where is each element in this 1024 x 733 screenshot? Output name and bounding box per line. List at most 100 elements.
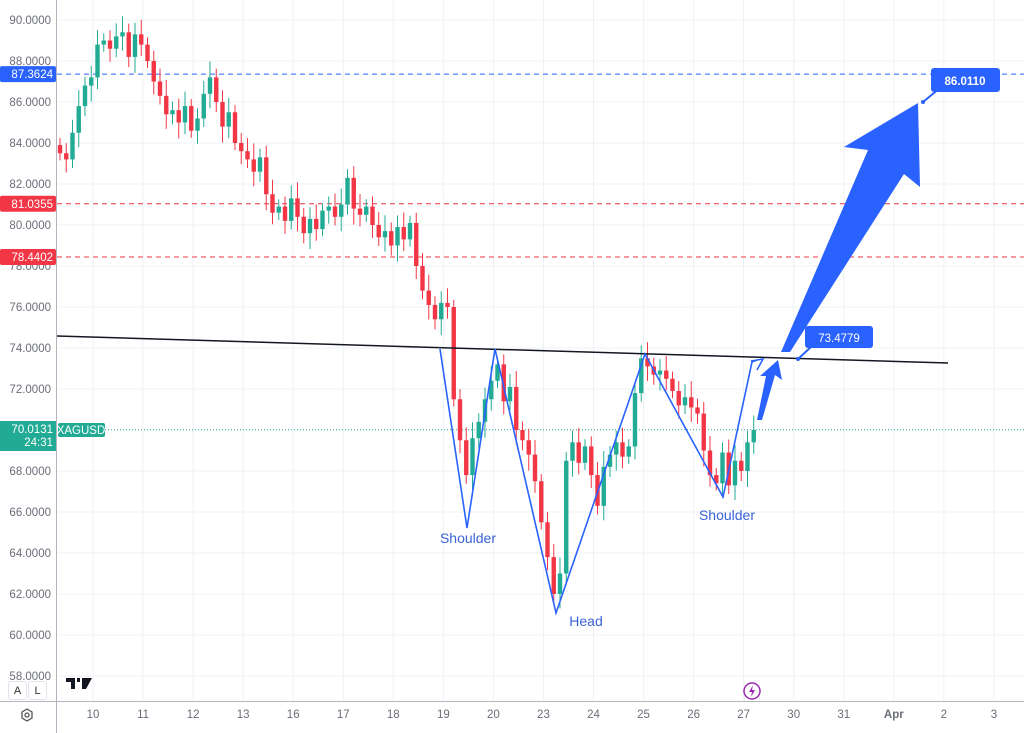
time-tick-label: 3	[991, 709, 997, 721]
candle-up	[382, 231, 388, 238]
candle-up	[120, 32, 125, 37]
candle-up	[326, 206, 331, 211]
time-tick-label: 16	[287, 709, 300, 721]
candle-up	[614, 442, 619, 455]
candle-up	[557, 573, 563, 594]
candle-up	[114, 36, 119, 49]
level-price-tag	[0, 248, 56, 265]
candle-up	[76, 106, 81, 133]
price-tick-label: 74.0000	[9, 343, 51, 355]
candle-down	[301, 216, 306, 234]
level-price-tag	[0, 66, 56, 83]
candle-down	[426, 290, 431, 305]
time-tick-label: 2	[941, 709, 947, 721]
candle-down	[151, 61, 156, 82]
candle-down	[314, 218, 319, 230]
candle-down	[664, 370, 669, 379]
candle-down	[164, 95, 169, 115]
candle-up	[170, 110, 175, 115]
candle-down	[526, 440, 531, 455]
candle-up	[101, 40, 106, 45]
candle-down	[414, 222, 419, 266]
candle-down	[670, 378, 675, 392]
candle-down	[126, 32, 131, 57]
target-label-73[interactable]: 73.4779	[796, 326, 873, 361]
target-label-86[interactable]: 86.0110	[921, 68, 1000, 104]
price-tick-label: 60.0000	[9, 630, 51, 642]
price-tick-label: 64.0000	[9, 548, 51, 560]
candle-up	[82, 85, 88, 107]
candle-up	[226, 112, 231, 127]
price-tick-label: 58.0000	[9, 671, 51, 683]
small-arrow-head	[750, 357, 765, 371]
candle-up	[407, 222, 413, 240]
tradingview-logo[interactable]	[66, 678, 92, 689]
candle-down	[332, 206, 338, 217]
time-tick-label: 26	[687, 709, 700, 721]
candle-up	[289, 198, 294, 221]
target-arrow-icon[interactable]	[781, 103, 920, 352]
candle-up	[470, 438, 475, 476]
time-axis[interactable]: 10 11 12 13 16 17 18 19 20 23 24 25 26 27 30 31 Apr 2 3	[87, 709, 998, 721]
grid	[57, 0, 1024, 701]
candle-down	[357, 208, 363, 215]
candle-down	[189, 106, 194, 131]
candle-down	[739, 460, 744, 471]
candle-down	[176, 110, 181, 123]
candle-down	[545, 522, 550, 558]
price-tick-label: 76.0000	[9, 302, 51, 314]
time-tick-label: 12	[187, 709, 200, 721]
level-price-label: 81.0355	[11, 199, 53, 211]
price-axis[interactable]: 90.0000 88.0000 86.0000 84.0000 82.0000 80.00…	[9, 15, 51, 683]
svg-text:73.4779: 73.4779	[818, 333, 860, 345]
candle-up	[195, 118, 200, 131]
time-tick-label: 30	[787, 709, 800, 721]
small-thick-arrow	[757, 360, 782, 420]
candle-down	[707, 450, 713, 476]
price-tick-label: 82.0000	[9, 179, 51, 191]
candle-down	[539, 481, 544, 523]
svg-text:86.0110: 86.0110	[945, 76, 986, 88]
candle-up	[339, 204, 344, 217]
price-tick-label: 62.0000	[9, 589, 51, 601]
candle-down	[445, 302, 450, 307]
candle-up	[201, 93, 206, 119]
candle-up	[745, 442, 750, 471]
candle-up	[257, 157, 263, 172]
candle-down	[451, 307, 456, 400]
symbol-tag: XAGUSD	[57, 425, 106, 437]
candle-down	[220, 102, 225, 127]
time-tick-label: 19	[437, 709, 450, 721]
lightning-icon[interactable]	[743, 682, 761, 700]
candle-down	[401, 227, 406, 240]
candle-up	[489, 380, 494, 400]
candle-up	[570, 442, 575, 461]
candle-down	[64, 153, 69, 160]
head-shoulders-pattern-line[interactable]	[439, 348, 758, 616]
auto-scale-button[interactable]: A	[8, 681, 27, 700]
candle-up	[89, 77, 94, 86]
candle-up	[476, 421, 481, 439]
candle-down	[589, 446, 594, 476]
candle-down	[57, 145, 63, 154]
time-tick-label: 18	[387, 709, 400, 721]
candle-up	[582, 446, 588, 463]
candle-down	[251, 159, 256, 172]
settings-gear-icon[interactable]	[21, 708, 33, 722]
price-tick-label: 90.0000	[9, 15, 51, 27]
candle-down	[214, 77, 219, 102]
candle-up	[751, 430, 756, 443]
price-tick-label: 88.0000	[9, 56, 51, 68]
price-tags: 87.3624 81.0355 78.4402	[0, 66, 56, 265]
candle-down	[389, 231, 394, 246]
time-tick-label: 24	[587, 709, 600, 721]
level-price-label: 87.3624	[11, 69, 53, 81]
candle-down	[676, 391, 681, 406]
candle-down	[432, 304, 438, 320]
candle-down	[620, 442, 625, 457]
left-shoulder-label: Shoulder	[440, 530, 496, 546]
candle-up	[732, 460, 738, 486]
log-scale-button[interactable]: L	[28, 681, 47, 700]
candle-down	[376, 225, 381, 238]
